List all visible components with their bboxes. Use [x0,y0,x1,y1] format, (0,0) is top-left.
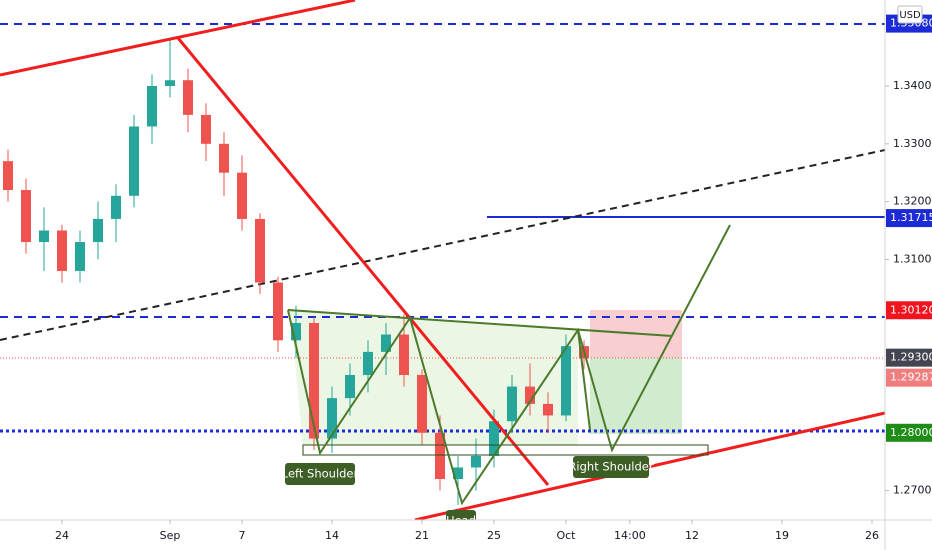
x-tick-label: 19 [775,529,789,542]
candle-body [92,218,103,243]
candle-body [326,398,337,439]
candle-body [308,322,319,439]
y-tick-label: 1.34000 [893,79,932,92]
candle-body [488,421,499,456]
x-tick-label: 12 [685,529,699,542]
target-zone [590,358,682,434]
candle-body [506,386,517,422]
candle-body [218,143,229,173]
candle-body [146,86,157,127]
pattern-line [287,224,731,506]
price-tag [886,368,932,387]
price-tag-label: 1.31715 [890,211,932,224]
price-tag [886,301,932,320]
annotation-box [573,456,649,478]
trend-line [0,149,886,341]
plot-area [0,23,886,445]
y-tick-label: 1.32000 [893,195,932,208]
candle-body [20,190,31,243]
price-tag-label: 1.28000 [890,426,932,439]
candle-body [200,114,211,144]
x-tick-label: Sep [160,529,181,542]
candle-body [434,432,445,480]
candle-body [254,218,265,283]
trend-line [0,0,356,77]
candle-body [38,230,49,243]
y-tick-label: 1.33000 [893,137,932,150]
price-tag-label: 1.29287 [890,371,932,384]
candle-body [380,334,391,352]
price-tag [886,209,932,228]
pattern-fill [290,310,578,445]
x-tick-label: 14 [325,529,339,542]
currency-button[interactable] [897,5,923,24]
x-tick-label: 24 [55,529,69,542]
trend-line [176,37,550,486]
candle-body [542,403,553,416]
price-tag [886,423,932,442]
pattern-line [577,329,591,431]
x-tick-label: 26 [865,529,879,542]
candle-body [74,242,85,271]
candle-body [416,374,427,433]
price-tag [886,348,932,367]
drawings: Left Shoulder Head Right Shoulder [0,0,886,532]
candle-body [398,334,409,375]
candle-body [182,80,193,115]
candle-body [272,282,283,341]
candle-body [128,126,139,196]
candle-body [56,230,67,271]
candle-body [2,161,13,191]
candle-body [362,351,373,375]
annotation: Right Shoulder [568,460,653,474]
candles [2,38,589,506]
candle-body [164,80,175,87]
x-tick-label: 21 [415,529,429,542]
price-axis [885,0,932,550]
price-tag-label: 1.30120 [890,303,932,316]
currency[interactable]: USD [899,10,921,21]
candle-body [560,346,571,416]
candle-body [236,172,247,219]
annotation-box [285,463,355,485]
time-axis [0,520,932,550]
y-tick-label: 1.27000 [893,484,932,497]
trend-line [414,411,886,522]
candle-body [344,374,355,399]
candle-body [524,386,535,404]
candle-body [110,195,121,219]
price-tag-label: 1.29300 [890,351,932,364]
candle-body [470,455,481,468]
support-box [302,444,709,456]
x-tick-label: Oct [556,529,576,542]
neckline [287,309,673,337]
candle-body [290,322,301,341]
annotation: Left Shoulder [282,467,359,481]
x-tick-label: 25 [487,529,501,542]
candle-body [452,467,463,480]
y-tick-label: 1.31000 [893,252,932,265]
x-tick-label: 14:00 [614,529,646,542]
x-tick-label: 7 [238,529,245,542]
